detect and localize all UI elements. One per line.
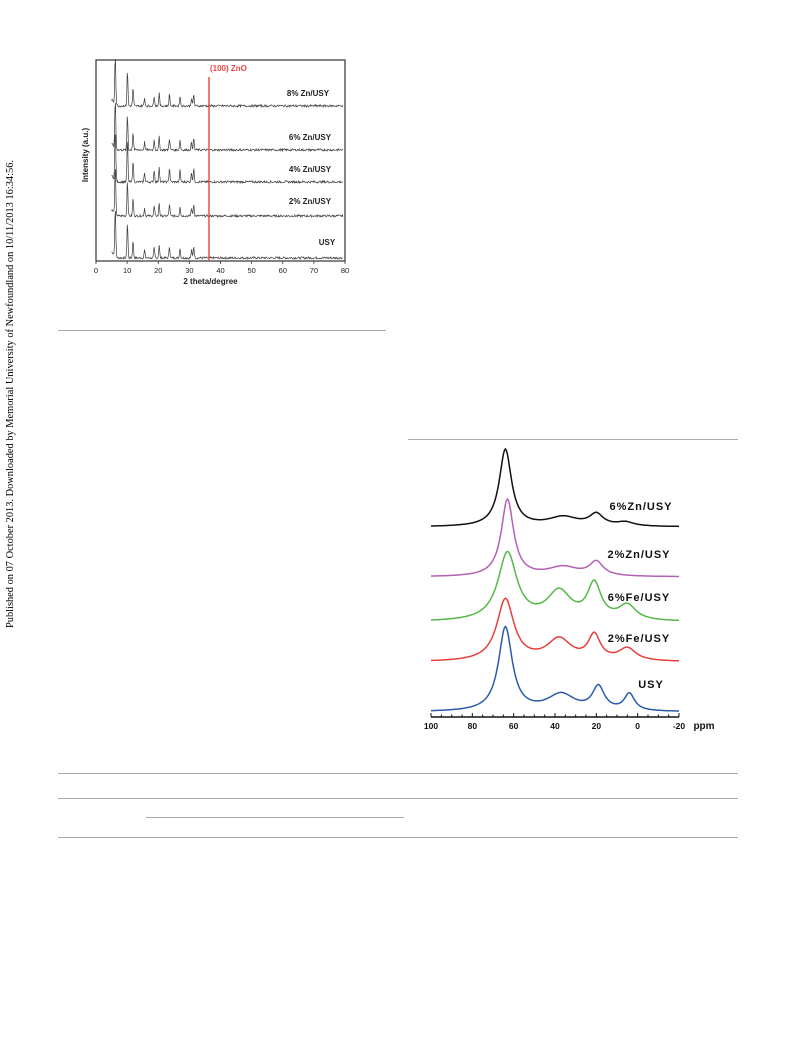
divider-rule xyxy=(408,439,738,440)
x-tick-label: 60 xyxy=(509,721,519,731)
xrd-pattern-line xyxy=(111,210,344,260)
download-notice: Published on 07 October 2013. Downloaded… xyxy=(5,160,16,628)
xrd-figure: 0 10 20 30 40 50 60 70 80 2 theta/degree Intensity… xyxy=(81,58,349,286)
divider-rule xyxy=(58,798,738,799)
x-tick-label: 40 xyxy=(550,721,560,731)
x-axis-title: 2 theta/degree xyxy=(183,277,238,286)
x-tick-label: 20 xyxy=(592,721,602,731)
series-label: 6%Zn/USY xyxy=(609,501,672,513)
x-tick-label: 80 xyxy=(341,266,349,275)
x-tick-label: 50 xyxy=(247,266,255,275)
x-tick-label: 100 xyxy=(424,721,438,731)
series-label: 2%Zn/USY xyxy=(607,549,670,561)
series-label: 6%Fe/USY xyxy=(608,592,670,604)
x-tick-label: 80 xyxy=(468,721,478,731)
series-label: 6% Zn/USY xyxy=(289,133,332,142)
x-tick-label: 10 xyxy=(123,266,131,275)
series-label: 4% Zn/USY xyxy=(289,165,332,174)
zno-marker-label: (100) ZnO xyxy=(210,64,247,73)
nmr-spectrum-line xyxy=(431,550,680,622)
series-label: USY xyxy=(638,679,664,691)
x-tick-label: 40 xyxy=(216,266,224,275)
nmr-spectrum-line xyxy=(431,447,679,528)
nmr-spectrum-line xyxy=(430,597,679,662)
series-label: 8% Zn/USY xyxy=(287,89,330,98)
y-axis-title: Intensity (a.u.) xyxy=(81,128,90,183)
series-label: USY xyxy=(319,238,336,247)
x-axis-title: ppm xyxy=(693,721,714,732)
divider-rule xyxy=(58,837,738,838)
nmr-spectrum-line xyxy=(430,497,679,578)
xrd-pattern-line xyxy=(111,58,344,109)
x-tick-label: -20 xyxy=(673,721,686,731)
divider-rule xyxy=(58,330,386,331)
series-label: 2%Fe/USY xyxy=(608,633,670,645)
nmr-spectrum-line xyxy=(431,625,679,712)
xrd-pattern-line xyxy=(111,168,344,219)
xrd-pattern-line xyxy=(111,102,344,153)
x-tick-label: 30 xyxy=(185,266,193,275)
series-label: 2% Zn/USY xyxy=(289,197,332,206)
nmr-figure: 100 80 60 40 20 0 -20 ppm USY 2%Fe/USY 6%Fe/USY 2%Z… xyxy=(424,447,715,732)
x-tick-label: 70 xyxy=(310,266,318,275)
divider-rule xyxy=(58,773,738,774)
xrd-pattern-line xyxy=(111,134,343,185)
x-tick-label: 0 xyxy=(635,721,640,731)
x-tick-label: 0 xyxy=(94,266,98,275)
x-tick-label: 60 xyxy=(279,266,287,275)
x-tick-label: 20 xyxy=(154,266,162,275)
divider-rule xyxy=(146,817,404,818)
